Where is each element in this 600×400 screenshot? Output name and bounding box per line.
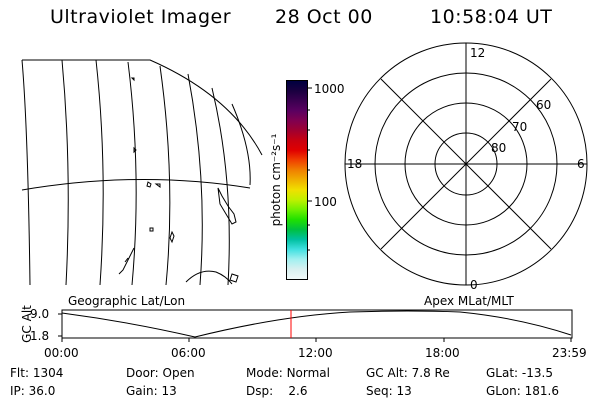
colorbar-tick-label: 1000 [314,82,345,96]
polar-panel-label: Apex MLat/MLT [424,294,514,308]
info-ip: IP: 36.0 [10,384,56,398]
coastline [185,270,233,285]
info-seq: Seq: 13 [366,384,412,398]
meridian-line [127,61,137,286]
date-label: 28 Oct 00 [275,6,373,28]
meridian-line [21,59,31,286]
altitude-xtick: 18:00 [425,346,460,360]
mlt-label-top: 12 [470,46,486,60]
island [130,77,137,154]
info-door: Door: Open [126,366,195,380]
mlat-label: 70 [512,120,528,134]
polar-diagonal [380,78,552,250]
latitude-line [21,179,251,191]
meridian-line [187,73,203,286]
meridian-line [159,65,171,286]
info-dsp: Dsp: 2.6 [246,384,308,398]
altitude-plot-frame [61,309,573,339]
meridian-line [231,103,251,186]
instrument-title: Ultraviolet Imager [50,6,232,28]
meridian-line [211,87,230,286]
colorbar-tick-label: 100 [314,195,337,209]
info-mode: Mode: Normal [246,366,330,380]
altitude-xtick: 23:59 [552,346,587,360]
island [149,227,154,232]
altitude-curve [61,310,572,338]
mlt-label-right: 6 [577,157,585,171]
mlt-label-bottom: 0 [470,278,478,292]
altitude-ytick: 9.0 [30,307,50,321]
island [169,230,175,244]
time-label: 10:58:04 UT [430,6,553,28]
island [229,273,239,283]
island [154,183,161,188]
coastline [217,187,237,225]
meridian-line [61,59,69,286]
info-flt: Flt: 1304 [10,366,64,380]
altitude-xtick: 06:00 [171,346,206,360]
mlat-label: 60 [536,98,552,112]
info-glat: GLat: -13.5 [486,366,553,380]
map-limb-line [22,59,263,156]
mlt-label-left: 18 [347,157,363,171]
mlat-label: 80 [491,141,507,155]
altitude-xtick: 12:00 [298,346,333,360]
info-gain: Gain: 13 [126,384,177,398]
altitude-xtick: 00:00 [44,346,79,360]
altitude-ytick: 1.8 [30,329,50,343]
info-glon: GLon: 181.6 [486,384,559,398]
meridian-line [95,59,104,286]
coastline [118,247,135,275]
colorbar [286,80,308,280]
island [146,181,152,188]
geographic-panel-label: Geographic Lat/Lon [68,294,186,308]
info-gcalt: GC Alt: 7.8 Re [366,366,450,380]
